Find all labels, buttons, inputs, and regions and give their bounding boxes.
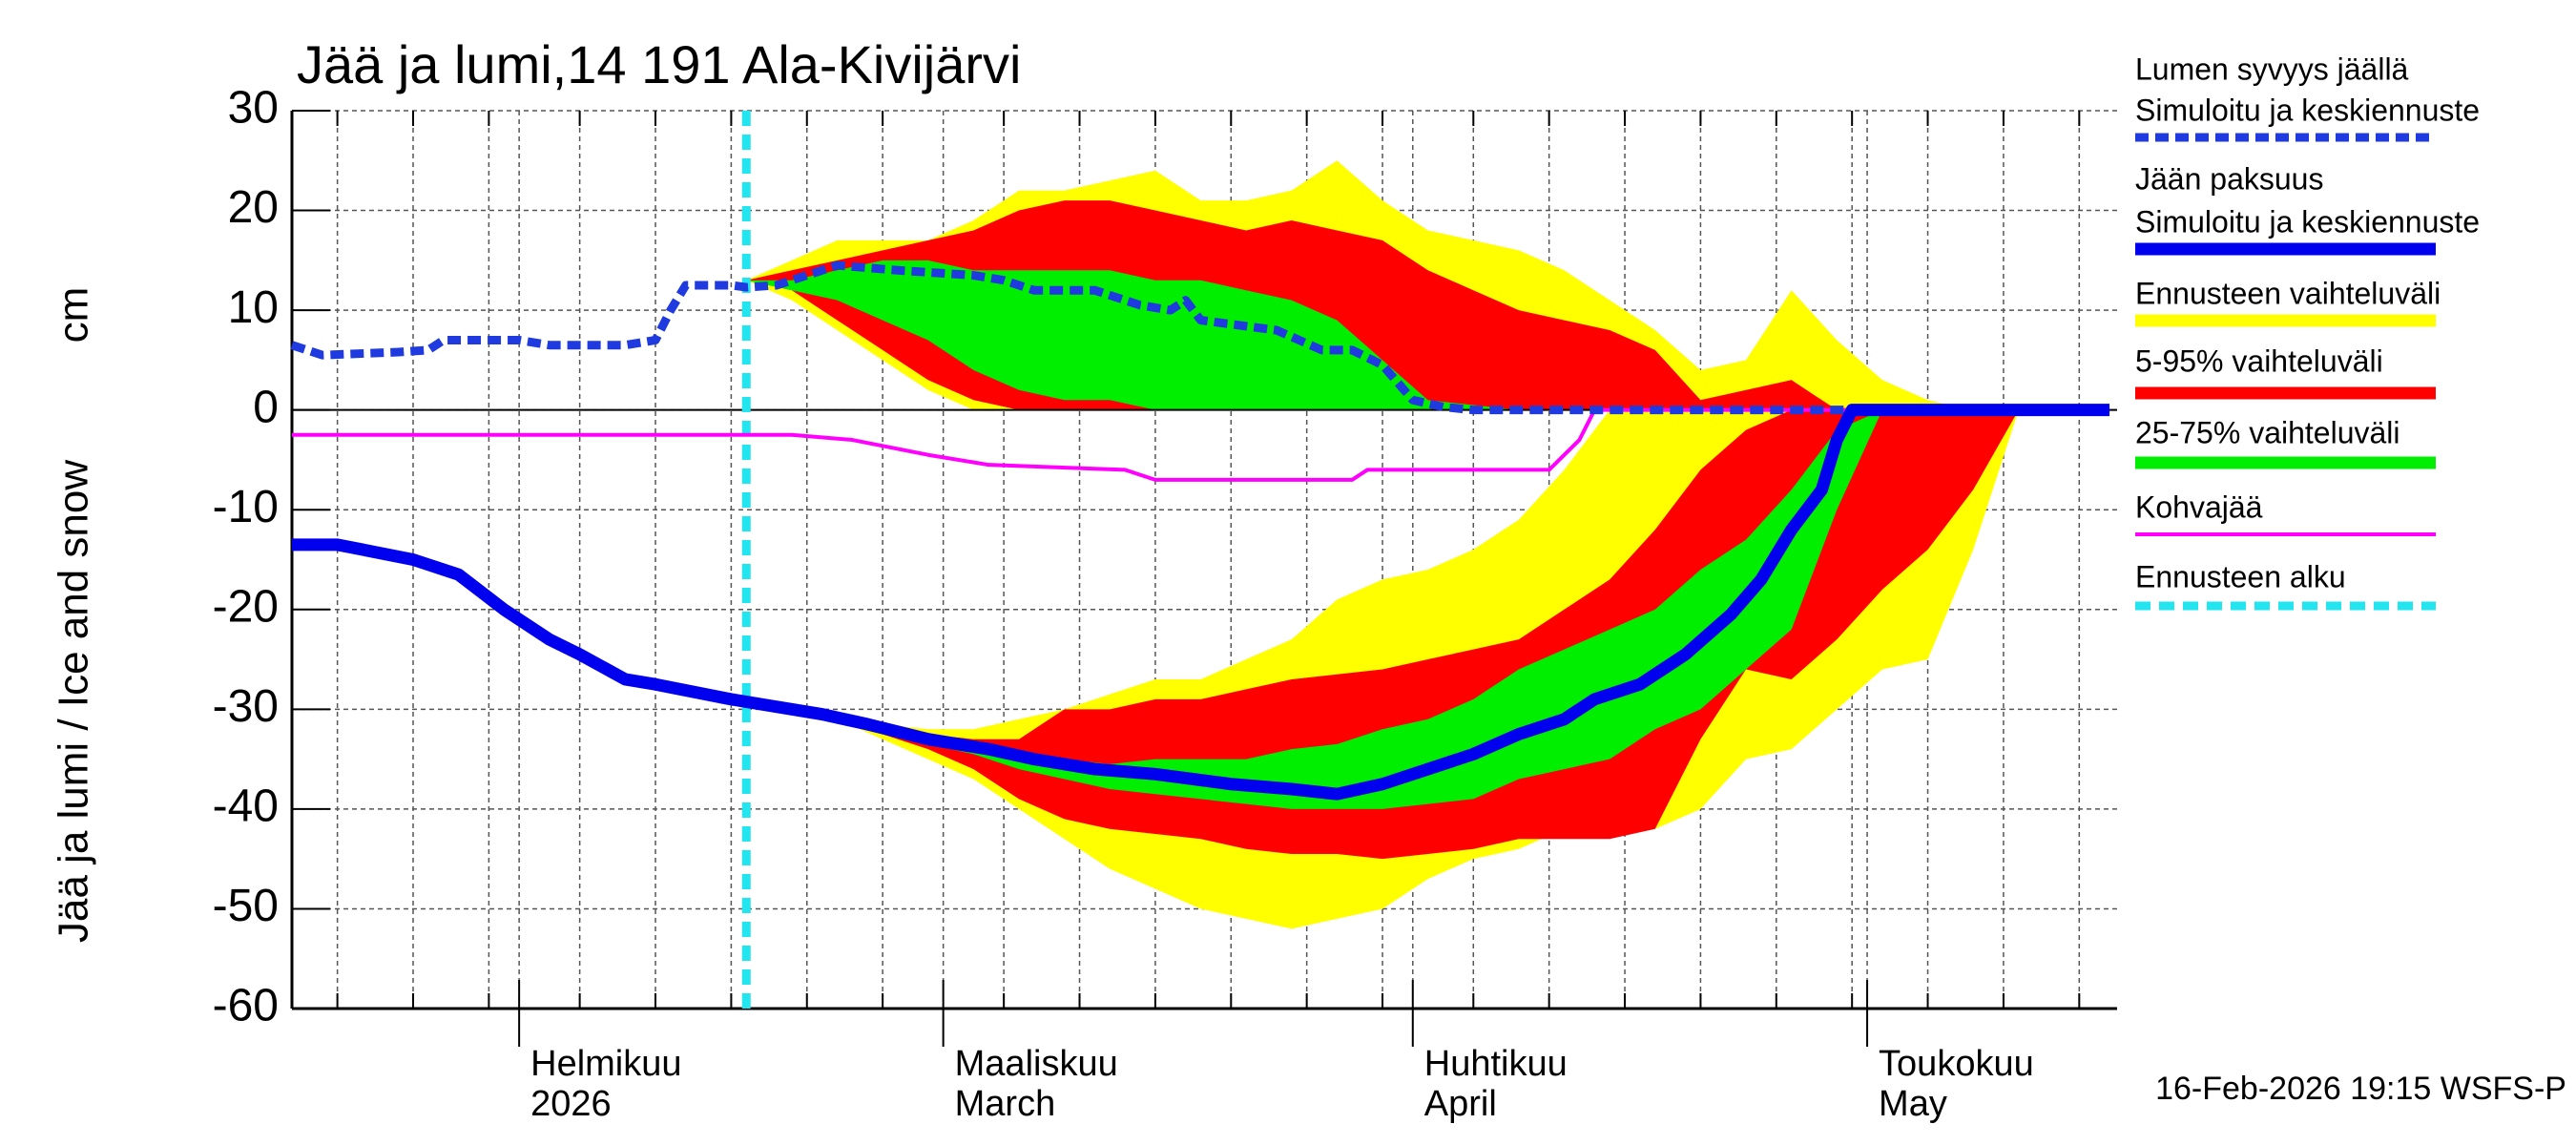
y-tick-label: -50: [213, 881, 279, 931]
x-tick-label: Maaliskuu: [955, 1044, 1118, 1084]
x-tick-sublabel: 2026: [530, 1084, 612, 1124]
y-tick-label: 0: [253, 382, 279, 432]
y-tick-label: 20: [228, 182, 279, 233]
series-line: [292, 404, 2110, 801]
legend-label: Ennusteen alku: [2135, 559, 2346, 593]
x-tick-sublabel: May: [1879, 1084, 1947, 1124]
legend-label: Simuloitu ja keskiennuste: [2135, 204, 2480, 239]
x-tick-label: Toukokuu: [1879, 1044, 2034, 1084]
legend-label: Kohvajää: [2135, 489, 2263, 524]
y-axis-unit: cm: [51, 287, 97, 344]
chart-title: Jää ja lumi,14 191 Ala-Kivijärvi: [297, 34, 1021, 94]
legend-label: 25-75% vaihteluväli: [2135, 415, 2400, 449]
x-tick-sublabel: March: [955, 1084, 1056, 1124]
legend-label: 5-95% vaihteluväli: [2135, 344, 2383, 378]
y-tick-label: 30: [228, 83, 279, 134]
series-line: [292, 407, 2110, 482]
legend-label: Jään paksuus: [2135, 161, 2323, 196]
band-area: [746, 260, 2065, 410]
x-tick-label: Huhtikuu: [1424, 1044, 1568, 1084]
legend-label: Ennusteen vaihteluväli: [2135, 276, 2441, 310]
y-axis-label: Jää ja lumi / Ice and snow: [51, 460, 97, 943]
series-line: [290, 260, 2110, 415]
band-area: [746, 409, 2065, 860]
y-tick-label: -20: [213, 581, 279, 632]
y-tick-label: 10: [228, 282, 279, 333]
legend-label: Lumen syvyys jäällä: [2135, 52, 2409, 86]
y-tick-label: -40: [213, 781, 279, 832]
x-tick-label: Helmikuu: [530, 1044, 681, 1084]
legend-label: Simuloitu ja keskiennuste: [2135, 93, 2480, 127]
band-area: [746, 409, 2065, 809]
y-tick-label: -10: [213, 482, 279, 532]
footer: 16-Feb-2026 19:15 WSFS-P: [2155, 1071, 2566, 1107]
y-tick-label: -60: [213, 981, 279, 1031]
y-tick-label: -30: [213, 681, 279, 732]
x-tick-sublabel: April: [1424, 1084, 1497, 1124]
